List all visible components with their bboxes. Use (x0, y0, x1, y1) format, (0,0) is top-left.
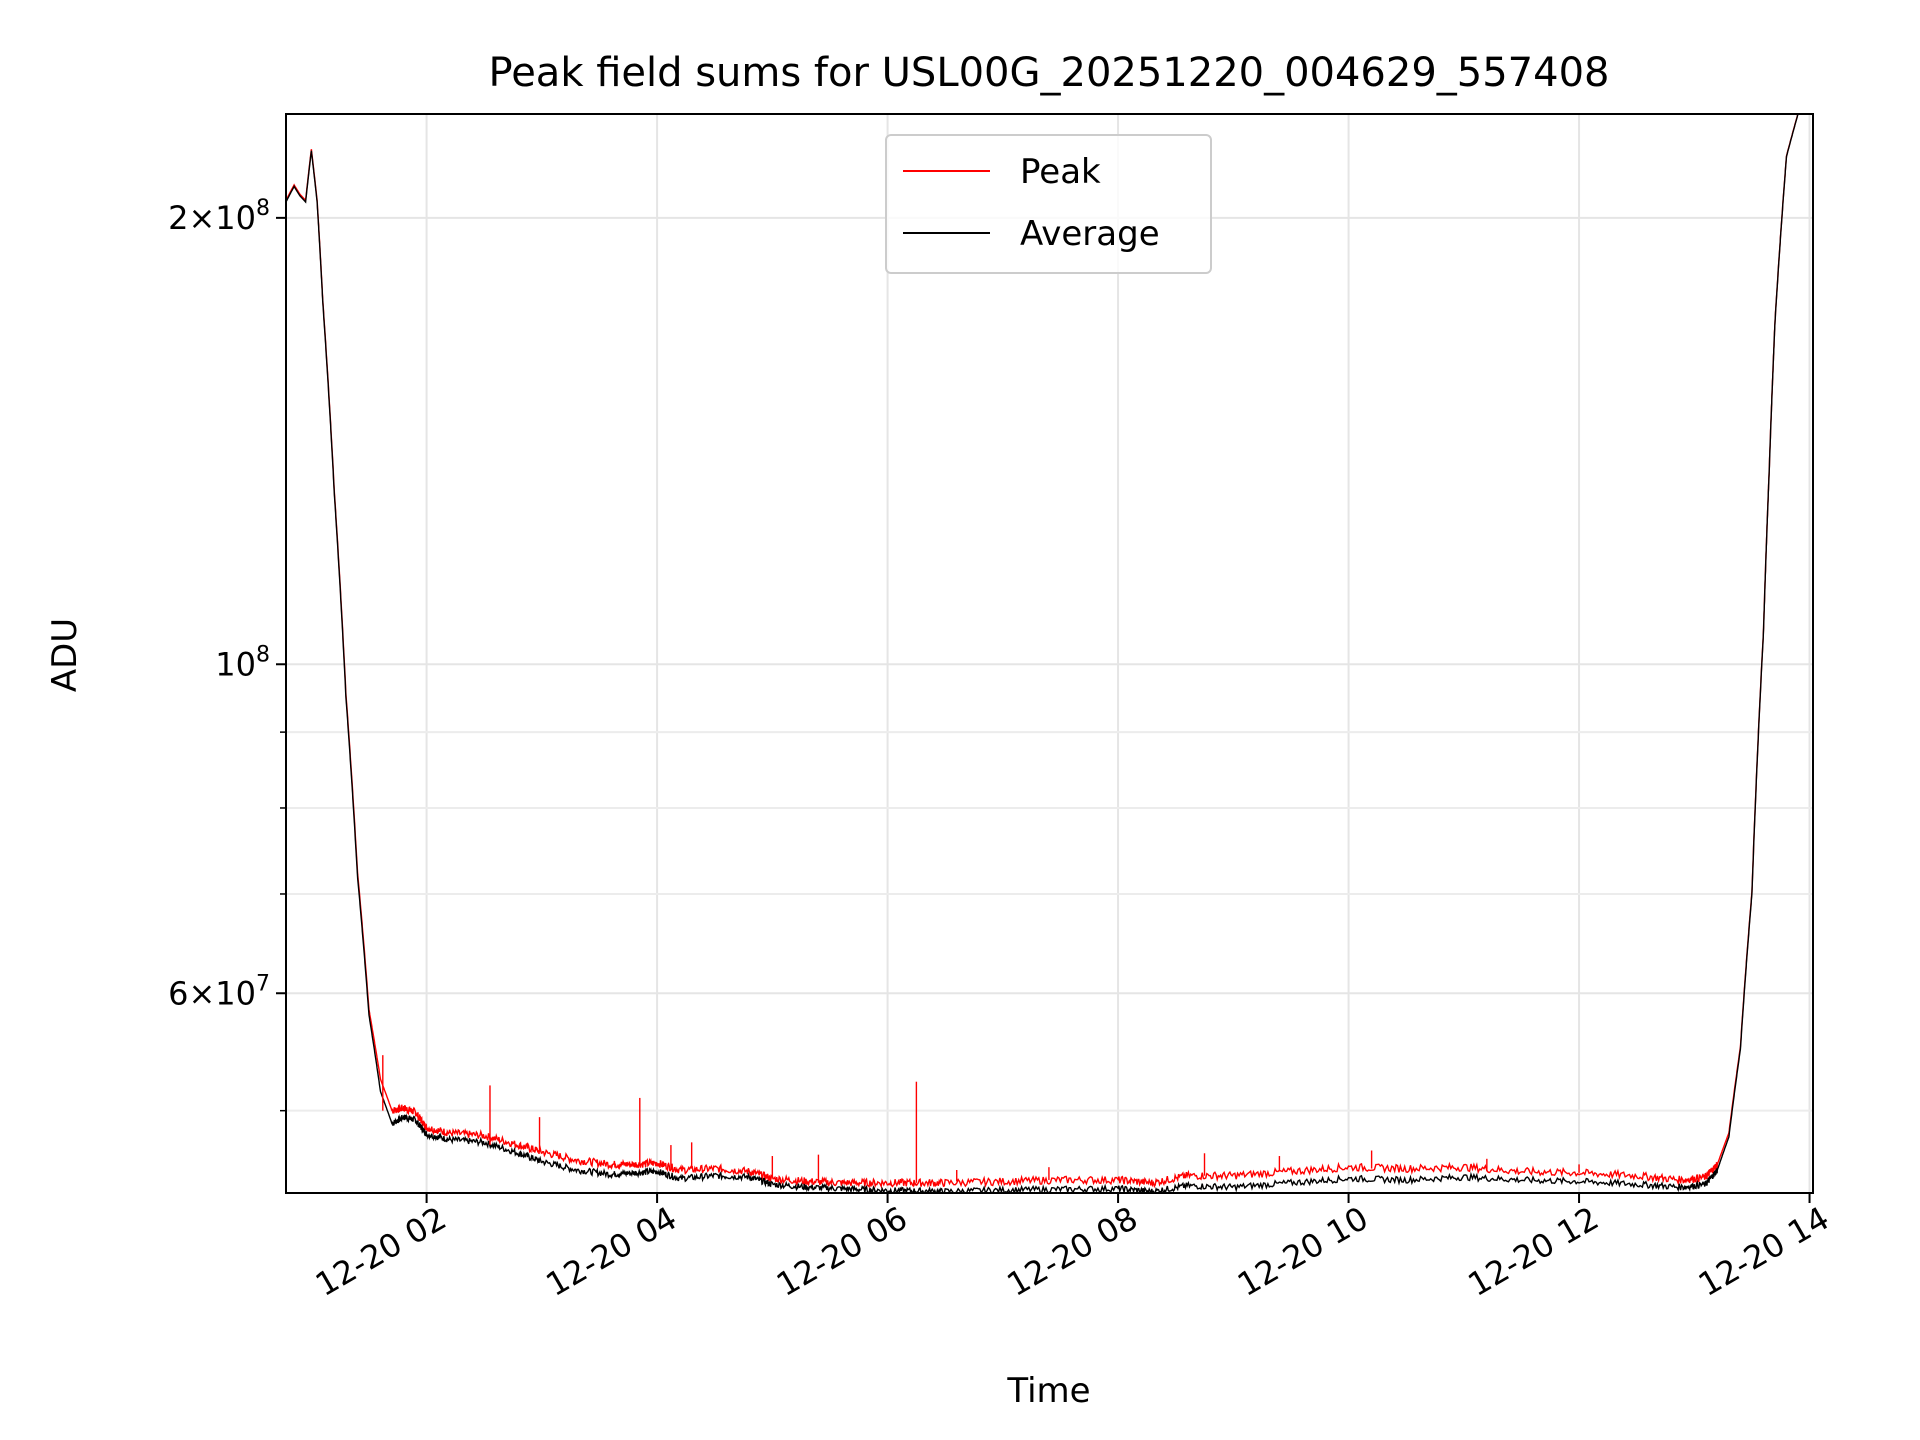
y-tick-label: 6×107 (168, 971, 270, 1012)
x-axis-label: Time (1006, 1371, 1090, 1411)
y-tick-label: 108 (215, 642, 270, 683)
y-axis-label: ADU (45, 618, 85, 692)
legend: Peak Average (885, 134, 1212, 274)
chart-title: Peak field sums for USL00G_20251220_0046… (489, 50, 1610, 96)
legend-peak-label: Peak (1020, 152, 1101, 192)
y-tick-label: 2×108 (168, 196, 270, 237)
axes-frame (285, 113, 1814, 1194)
plot-lines (286, 114, 1813, 1193)
legend-average-label: Average (1020, 214, 1160, 254)
legend-box (885, 134, 1212, 274)
average-series-line (286, 114, 1813, 1193)
